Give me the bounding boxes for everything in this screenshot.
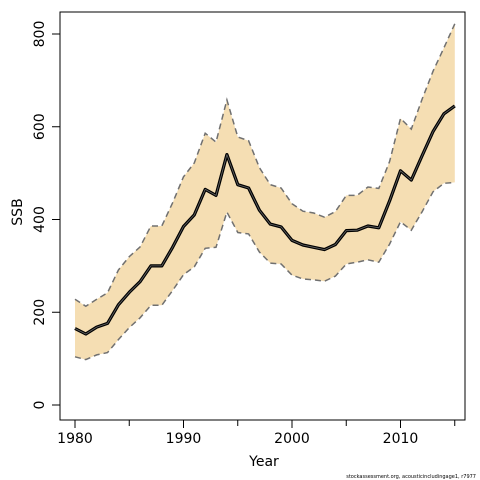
y-tick-label: 200 [32,299,48,326]
upper-bound-line [74,23,456,308]
x-tick-label: 2010 [383,431,419,447]
y-tick-label: 600 [32,113,48,140]
lower-bound-line [74,181,455,361]
x-axis-title: Year [248,454,279,470]
y-axis-title: SSB [10,198,26,225]
footnote: stockassessment.org, acousticincludingag… [346,474,476,480]
x-tick-label: 2000 [274,431,310,447]
confidence-band [75,23,455,360]
x-tick-label: 1990 [166,431,202,447]
plot-area [74,23,456,361]
y-tick-label: 400 [32,206,48,233]
x-tick-label: 1980 [57,431,93,447]
y-tick-label: 800 [32,21,48,48]
ssb-estimate-line-highlight [74,105,456,335]
y-tick-label: 0 [32,401,48,410]
axes: 1980 1990 2000 2010 0 200 400 600 800 [32,21,456,447]
